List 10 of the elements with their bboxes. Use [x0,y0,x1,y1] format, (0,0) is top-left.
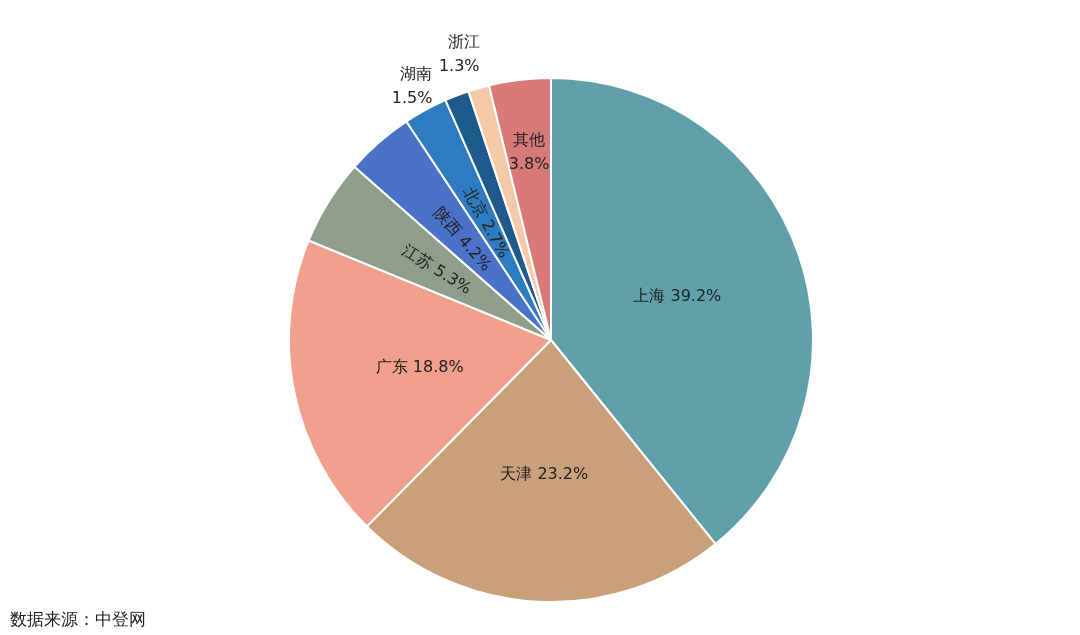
data-label: 3.8% [508,154,550,174]
data-label: 1.5% [391,88,433,107]
source-note: 数据来源：中登网 [10,608,146,629]
slice-label: 其他 [513,130,546,150]
slice-label: 广东 18.8% [375,357,464,377]
slice-label: 浙江 [447,32,480,52]
data-label: 1.3% [438,56,480,76]
slice-label: 湖南 [400,64,433,83]
slice-label: 天津 23.2% [500,464,589,484]
slice-label: 上海 39.2% [633,285,722,305]
